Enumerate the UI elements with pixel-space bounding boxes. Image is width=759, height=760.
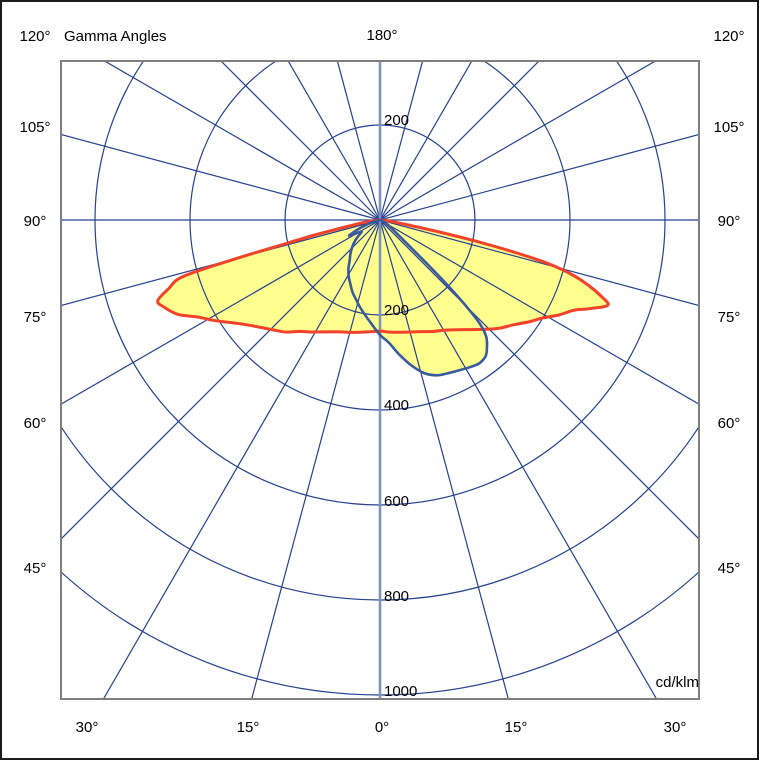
gamma-label-left-120: 120° bbox=[19, 28, 51, 45]
gamma-label-right-90: 90° bbox=[717, 213, 741, 230]
grid-ray bbox=[379, 62, 539, 221]
curve-strokes bbox=[156, 218, 610, 377]
radial-tick-1000: 1000 bbox=[384, 683, 418, 700]
gamma-label-left-90: 90° bbox=[23, 213, 47, 230]
gamma-label-left-60: 60° bbox=[23, 415, 47, 432]
gamma-label-left-45: 45° bbox=[23, 560, 47, 577]
gamma-label-top-180: 180° bbox=[366, 27, 398, 44]
gamma-label-right-120: 120° bbox=[713, 28, 745, 45]
radial-tick-200-upper: 200 bbox=[384, 112, 410, 129]
chart-title: Gamma Angles bbox=[64, 28, 167, 45]
grid-ray bbox=[379, 62, 472, 221]
grid-ray bbox=[62, 219, 381, 405]
gamma-label-right-105: 105° bbox=[713, 119, 745, 136]
unit-label: cd/klm bbox=[655, 674, 699, 691]
gamma-label-bottom-15l: 15° bbox=[236, 719, 260, 736]
gamma-label-right-60: 60° bbox=[717, 415, 741, 432]
grid-ray bbox=[379, 219, 509, 698]
grid-ray bbox=[379, 62, 655, 221]
radial-tick-400: 400 bbox=[384, 397, 410, 414]
grid-ray bbox=[221, 62, 381, 221]
grid-ray bbox=[379, 219, 698, 306]
plot-border bbox=[60, 60, 700, 700]
curve-fills bbox=[157, 220, 609, 376]
grid-ray bbox=[62, 134, 381, 221]
grid-ray bbox=[337, 62, 381, 221]
grid-ray bbox=[379, 134, 698, 221]
gamma-label-bottom-15r: 15° bbox=[504, 719, 528, 736]
grid-ray bbox=[288, 62, 381, 221]
grid-ray bbox=[379, 219, 698, 405]
radial-tick-600: 600 bbox=[384, 493, 410, 510]
grid-ray bbox=[103, 219, 381, 698]
gamma-label-left-75: 75° bbox=[23, 309, 47, 326]
gamma-label-right-45: 45° bbox=[717, 560, 741, 577]
curve-red bbox=[156, 218, 610, 334]
gamma-label-right-75: 75° bbox=[717, 309, 741, 326]
gamma-label-bottom-30r: 30° bbox=[663, 719, 687, 736]
grid-ray bbox=[379, 62, 423, 221]
radial-tick-200: 200 bbox=[384, 302, 410, 319]
gamma-label-left-105: 105° bbox=[19, 119, 51, 136]
grid-ray bbox=[105, 62, 381, 221]
grid-ray bbox=[251, 219, 381, 698]
grid-ray bbox=[62, 219, 381, 539]
radial-tick-800: 800 bbox=[384, 588, 410, 605]
grid-ray bbox=[379, 219, 657, 698]
gamma-label-bottom-30l: 30° bbox=[75, 719, 99, 736]
curve-blue bbox=[347, 218, 489, 377]
gamma-label-bottom-0: 0° bbox=[374, 719, 390, 736]
